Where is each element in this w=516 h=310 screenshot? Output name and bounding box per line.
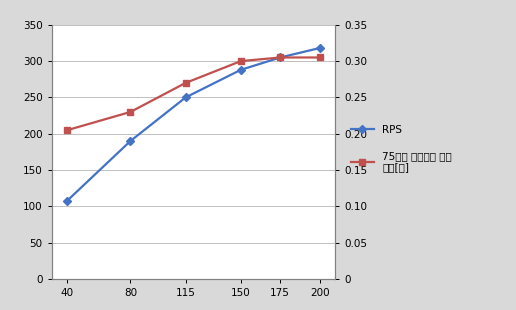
RPS [316,46,322,50]
75번째 백분위수 대기
시간[초] [238,59,244,63]
75번째 백분위수 대기
시간[초] [64,128,71,132]
RPS [277,55,283,59]
RPS [238,68,244,72]
RPS [127,139,134,143]
Line: 75번째 백분위수 대기
시간[초]: 75번째 백분위수 대기 시간[초] [64,54,323,133]
75번째 백분위수 대기
시간[초] [127,110,134,114]
RPS [183,95,189,99]
75번째 백분위수 대기
시간[초] [277,55,283,59]
Line: RPS: RPS [64,45,323,204]
75번째 백분위수 대기
시간[초] [183,81,189,85]
RPS [64,199,71,202]
Legend: RPS, 75번째 백분위수 대기
시간[초]: RPS, 75번째 백분위수 대기 시간[초] [351,125,452,172]
75번째 백분위수 대기
시간[초] [316,55,322,59]
